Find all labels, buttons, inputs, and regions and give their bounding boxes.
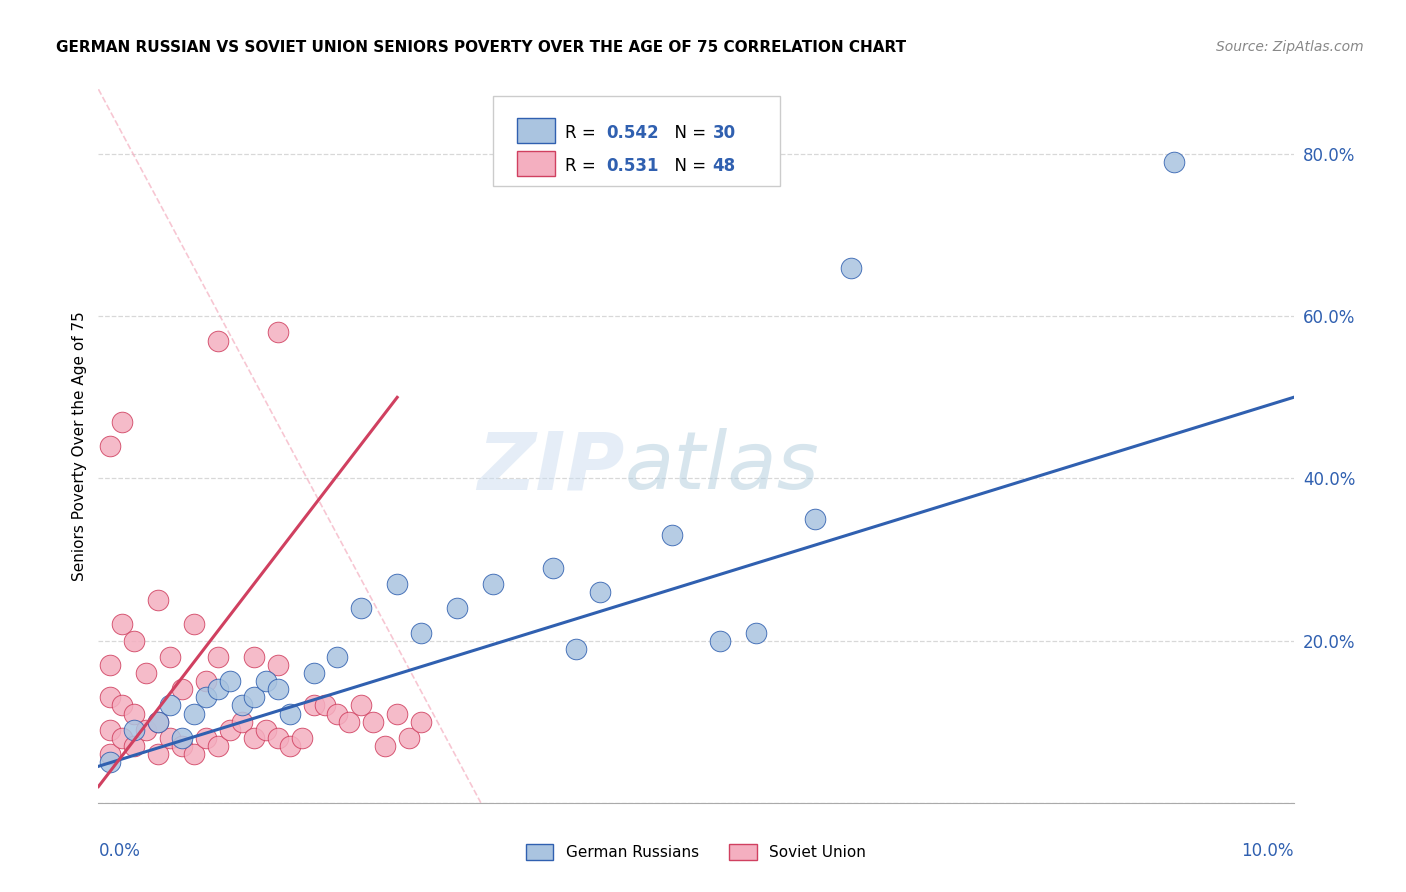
Point (195, 731, 218, 745)
Point (541, 560, 564, 574)
Text: atlas: atlas (624, 428, 820, 507)
Point (243, 731, 266, 745)
Point (219, 674, 242, 689)
Y-axis label: Seniors Poverty Over the Age of 75: Seniors Poverty Over the Age of 75 (72, 311, 87, 581)
Text: N =: N = (664, 157, 711, 175)
Point (745, 625, 768, 640)
Point (302, 666, 325, 681)
Point (254, 723, 277, 737)
Point (111, 698, 134, 713)
Point (267, 731, 290, 745)
Point (124, 706, 146, 721)
Point (183, 747, 205, 761)
Point (385, 577, 409, 591)
Point (267, 326, 290, 340)
Point (398, 731, 420, 745)
Point (159, 649, 181, 664)
Point (172, 739, 194, 753)
Point (100, 756, 122, 770)
Point (411, 625, 433, 640)
Point (243, 690, 266, 705)
Point (804, 512, 827, 526)
FancyBboxPatch shape (517, 151, 555, 177)
Point (124, 739, 146, 753)
Point (339, 714, 360, 729)
Point (100, 439, 122, 453)
Text: R =: R = (565, 124, 600, 142)
Text: ZIP: ZIP (477, 428, 624, 507)
Point (302, 698, 325, 713)
Point (243, 649, 266, 664)
Text: Source: ZipAtlas.com: Source: ZipAtlas.com (1216, 40, 1364, 54)
Point (183, 706, 205, 721)
Point (841, 260, 863, 275)
Point (267, 657, 290, 672)
Text: R =: R = (565, 157, 600, 175)
Point (100, 657, 122, 672)
Point (411, 714, 433, 729)
Point (148, 714, 170, 729)
Point (207, 334, 229, 348)
Point (350, 601, 373, 615)
Point (207, 739, 229, 753)
Text: 10.0%: 10.0% (1241, 842, 1294, 860)
Point (207, 649, 229, 664)
Point (135, 723, 157, 737)
Point (231, 714, 253, 729)
Point (124, 633, 146, 648)
Point (291, 731, 314, 745)
Point (565, 641, 588, 656)
FancyBboxPatch shape (517, 118, 555, 144)
Point (195, 690, 218, 705)
Point (385, 706, 409, 721)
Point (159, 698, 181, 713)
Point (219, 723, 242, 737)
Point (374, 739, 396, 753)
Point (100, 723, 122, 737)
Point (148, 593, 170, 607)
Point (446, 601, 468, 615)
Point (278, 739, 301, 753)
Point (195, 674, 218, 689)
FancyBboxPatch shape (494, 96, 780, 186)
Point (100, 747, 122, 761)
Point (350, 698, 373, 713)
Point (326, 706, 349, 721)
Point (135, 666, 157, 681)
Point (326, 649, 349, 664)
Point (709, 633, 731, 648)
Point (315, 698, 337, 713)
Point (172, 682, 194, 697)
Point (363, 714, 385, 729)
Point (111, 617, 134, 632)
Point (148, 747, 170, 761)
Point (254, 674, 277, 689)
Text: 0.542: 0.542 (606, 124, 659, 142)
Point (589, 585, 612, 599)
Text: 0.0%: 0.0% (98, 842, 141, 860)
Point (267, 682, 290, 697)
Point (661, 528, 683, 542)
Point (148, 714, 170, 729)
Point (111, 415, 134, 429)
Point (481, 577, 505, 591)
Point (100, 690, 122, 705)
Point (159, 731, 181, 745)
Point (278, 706, 301, 721)
Point (231, 698, 253, 713)
Text: 48: 48 (713, 157, 735, 175)
Text: 30: 30 (713, 124, 735, 142)
Point (172, 731, 194, 745)
Legend: German Russians, Soviet Union: German Russians, Soviet Union (520, 838, 872, 866)
Point (1163, 155, 1185, 169)
Point (111, 731, 134, 745)
Text: GERMAN RUSSIAN VS SOVIET UNION SENIORS POVERTY OVER THE AGE OF 75 CORRELATION CH: GERMAN RUSSIAN VS SOVIET UNION SENIORS P… (56, 40, 907, 55)
Point (183, 617, 205, 632)
Point (124, 723, 146, 737)
Point (207, 682, 229, 697)
Text: 0.531: 0.531 (606, 157, 659, 175)
Text: N =: N = (664, 124, 711, 142)
